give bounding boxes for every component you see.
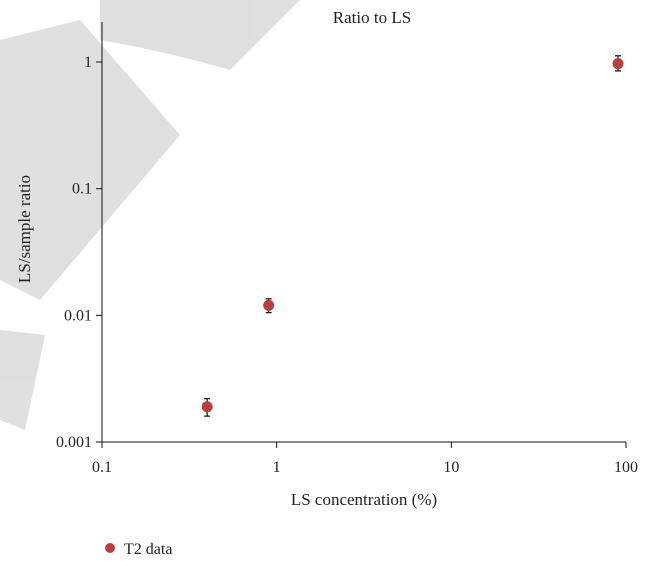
y-tick-label: 1 bbox=[84, 54, 92, 71]
y-tick-label: 0.01 bbox=[64, 307, 92, 324]
data-point bbox=[201, 401, 213, 413]
data-points bbox=[201, 55, 624, 417]
x-tick-label: 1 bbox=[273, 459, 281, 476]
x-tick-label: 10 bbox=[443, 459, 459, 476]
x-tick-label: 0.1 bbox=[92, 459, 112, 476]
plot-area: 0.001 0.01 0.1 1 0.1 1 10 100 bbox=[56, 22, 638, 476]
x-axis-label: LS concentration (%) bbox=[291, 490, 437, 509]
chart-title: Ratio to LS bbox=[333, 8, 411, 27]
y-ticks: 0.001 0.01 0.1 1 bbox=[56, 54, 102, 451]
legend-marker bbox=[105, 543, 115, 553]
data-point bbox=[612, 58, 624, 70]
legend: T2 data bbox=[105, 541, 172, 558]
x-tick-label: 100 bbox=[614, 459, 638, 476]
data-point bbox=[263, 299, 275, 311]
watermark bbox=[0, 0, 300, 430]
y-tick-label: 0.001 bbox=[56, 434, 92, 451]
legend-label: T2 data bbox=[124, 541, 172, 558]
y-axis-label: LS/sample ratio bbox=[15, 175, 34, 283]
x-ticks: 0.1 1 10 100 bbox=[92, 442, 638, 476]
y-tick-label: 0.1 bbox=[72, 181, 92, 198]
